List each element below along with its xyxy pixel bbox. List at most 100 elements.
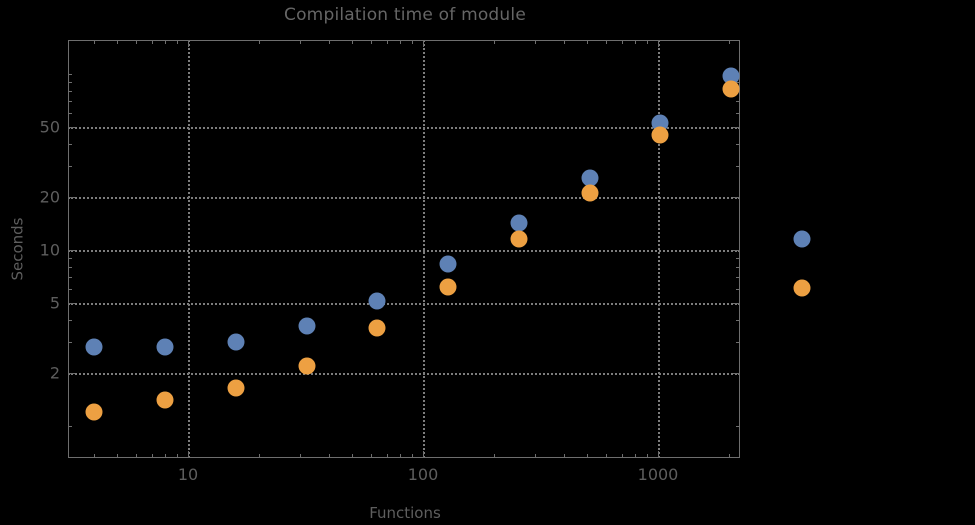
- data-point: [722, 80, 740, 98]
- x-axis-tick-label: 1000: [637, 465, 679, 484]
- x-axis-minor-tick: [117, 40, 119, 44]
- y-axis-tick-label: 10: [39, 240, 60, 260]
- x-axis-minor-tick: [329, 454, 331, 458]
- y-axis-minor-tick: [68, 74, 72, 75]
- x-axis-minor-tick: [635, 40, 637, 44]
- y-gridline: [68, 302, 740, 305]
- x-axis-title: Functions: [369, 504, 441, 522]
- x-axis-minor-tick: [135, 40, 137, 44]
- y-axis-minor-tick: [68, 166, 72, 168]
- y-axis-minor-tick: [736, 166, 740, 168]
- x-axis-minor-tick: [412, 40, 414, 44]
- y-axis-major-tick: [68, 302, 75, 304]
- y-axis-minor-tick: [736, 289, 740, 291]
- data-point: [368, 319, 386, 337]
- y-axis-tick-label: 5: [49, 293, 60, 313]
- x-axis-minor-tick: [605, 454, 607, 458]
- y-axis-minor-tick: [68, 267, 72, 269]
- x-axis-minor-tick: [258, 454, 260, 458]
- x-axis-minor-tick: [151, 40, 153, 44]
- y-axis-minor-tick: [736, 113, 740, 115]
- data-point: [156, 338, 174, 356]
- x-axis-tick-label: 100: [407, 465, 439, 484]
- y-axis-minor-tick: [68, 113, 72, 115]
- y-axis-minor-tick: [68, 289, 72, 291]
- x-axis-minor-tick: [493, 454, 495, 458]
- y-axis-minor-tick: [736, 342, 740, 344]
- x-axis-minor-tick: [258, 40, 260, 44]
- x-axis-minor-tick: [151, 454, 153, 458]
- y-axis-minor-tick: [68, 342, 72, 344]
- data-point: [227, 333, 245, 351]
- x-axis-minor-tick: [564, 454, 566, 458]
- x-axis-major-tick: [188, 451, 189, 458]
- y-axis-major-tick: [68, 126, 75, 128]
- data-point: [651, 126, 669, 144]
- data-point: [227, 379, 245, 397]
- y-axis-minor-tick: [68, 277, 72, 279]
- x-axis-minor-tick: [728, 40, 730, 44]
- data-point: [581, 169, 599, 187]
- plot-area: [68, 40, 740, 458]
- y-axis-major-tick: [733, 197, 740, 199]
- data-point: [368, 292, 386, 310]
- x-axis-minor-tick: [300, 454, 302, 458]
- y-axis-minor-tick: [68, 82, 72, 84]
- y-axis-major-tick: [68, 373, 75, 375]
- data-point: [722, 67, 740, 85]
- y-gridline: [68, 250, 740, 252]
- data-point: [85, 338, 103, 356]
- x-axis-minor-tick: [605, 40, 607, 44]
- y-axis-minor-tick: [736, 144, 740, 146]
- x-axis-minor-tick: [352, 40, 354, 44]
- data-point: [581, 184, 599, 202]
- x-axis-major-tick: [658, 451, 659, 458]
- x-axis-minor-tick: [370, 40, 372, 44]
- y-axis-minor-tick: [736, 82, 740, 84]
- y-axis-minor-tick: [68, 144, 72, 146]
- x-axis-minor-tick: [535, 454, 537, 458]
- y-axis-tick-label: 2: [49, 363, 60, 383]
- x-axis-minor-tick: [300, 40, 302, 44]
- y-axis-major-tick: [733, 126, 740, 128]
- y-axis-minor-tick: [68, 101, 72, 103]
- y-axis-major-tick: [733, 250, 740, 251]
- y-axis-minor-tick: [736, 320, 740, 322]
- y-axis-minor-tick: [68, 91, 72, 93]
- chart-title: Compilation time of module: [284, 5, 526, 25]
- y-axis-minor-tick: [736, 426, 740, 427]
- y-axis-minor-tick: [736, 277, 740, 279]
- x-axis-minor-tick: [621, 454, 623, 458]
- x-axis-minor-tick: [165, 40, 167, 44]
- x-axis-minor-tick: [535, 40, 537, 44]
- x-axis-minor-tick: [587, 454, 589, 458]
- x-axis-minor-tick: [177, 454, 179, 458]
- x-axis-minor-tick: [400, 454, 402, 458]
- x-axis-minor-tick: [386, 454, 388, 458]
- x-axis-major-tick: [188, 40, 189, 47]
- x-axis-major-tick: [658, 40, 659, 47]
- x-axis-minor-tick: [386, 40, 388, 44]
- x-axis-minor-tick: [117, 454, 119, 458]
- x-gridline: [423, 40, 425, 458]
- x-gridline: [188, 40, 190, 458]
- y-axis-minor-tick: [736, 101, 740, 103]
- y-axis-minor-tick: [68, 258, 72, 260]
- x-axis-major-tick: [423, 451, 424, 458]
- data-point: [298, 357, 316, 375]
- x-axis-minor-tick: [564, 40, 566, 44]
- data-point: [439, 278, 457, 296]
- x-axis-minor-tick: [635, 454, 637, 458]
- x-axis-minor-tick: [94, 454, 96, 458]
- x-axis-minor-tick: [370, 454, 372, 458]
- data-point: [298, 317, 316, 335]
- data-point: [510, 214, 528, 232]
- y-axis-tick-label: 50: [39, 117, 60, 137]
- plot-frame-border: [68, 40, 740, 458]
- x-axis-minor-tick: [165, 454, 167, 458]
- y-axis-major-tick: [68, 197, 75, 199]
- y-axis-minor-tick: [736, 258, 740, 260]
- y-gridline: [68, 197, 740, 200]
- y-axis-major-tick: [733, 302, 740, 304]
